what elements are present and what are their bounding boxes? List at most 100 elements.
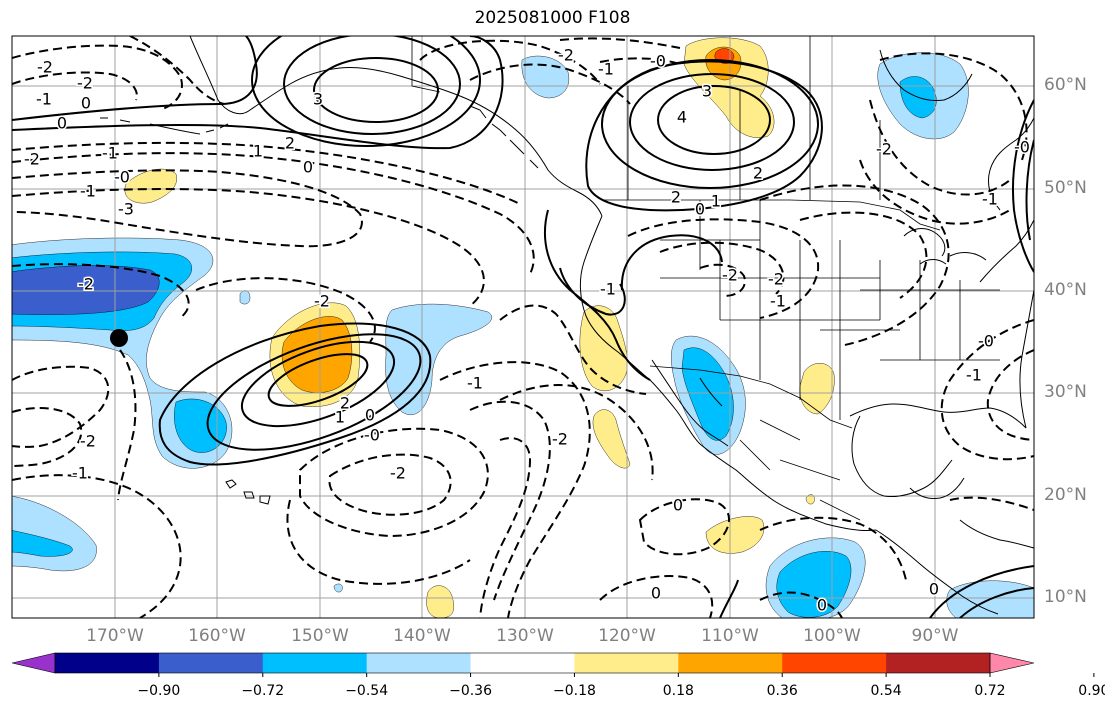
map-frame [11,35,1035,619]
colorbar-tick-label: −0.54 [345,683,389,699]
contour-label: -2 [78,275,94,294]
colorbar-segment [366,653,472,673]
contour-pos-central-3 [267,353,369,407]
contour-pos-alaska-0 [12,36,504,150]
contour-neg-gulf-1 [12,169,363,248]
contour-label: -0 [978,332,994,351]
contour-label: -2 [876,140,892,159]
contour-neg-plains-1 [759,184,950,347]
border-us-mexico [649,365,853,429]
shade-neg-mid-hawaii [174,398,227,453]
contour-label: 0 [81,94,91,113]
contour-neg-central-2 [12,365,110,448]
contour-neg-rockies-1 [627,218,820,319]
negative-contours [12,36,1034,618]
coast-great-lakes [903,228,987,265]
contour-pos-central-1 [206,333,422,451]
longitude-label: 100°W [803,626,861,646]
longitude-label: 140°W [393,626,451,646]
contour-neg-mid-1 [499,384,654,481]
longitude-label: 170°W [86,626,144,646]
contour-label: 0 [817,596,827,615]
shade-pos-light-south [426,585,454,618]
map-title: 2025081000 F108 [474,8,631,28]
contour-neg-hawaii-3 [286,499,471,585]
contour-neg-coast [499,304,647,395]
contour-neg-east-4 [940,319,1034,461]
negative-shading [12,52,1034,618]
contour-label: -1 [966,366,982,385]
markers [110,329,128,347]
contour-neg-se-1 [439,361,591,618]
contour-neg-south-1 [599,575,714,618]
longitude-label: 110°W [701,626,759,646]
border-states [660,200,1000,420]
contour-label: 3 [313,90,323,109]
contour-neg-east-3 [859,159,1011,225]
latitude-label: 50°N [1044,178,1087,198]
colorbar-tick-label: 0.36 [766,683,798,699]
contour-neg-central-3 [12,407,83,467]
contour-neg-central-5 [117,349,137,501]
colorbar-segment [574,653,679,673]
colorbar-extend-low [11,652,56,674]
contour-pos-alaska-3 [313,57,439,123]
shade-pos-light-small [805,494,815,505]
longitude-label: 160°W [188,626,246,646]
contour-neg-mexico [638,498,730,556]
contour-label: -2 [77,74,93,93]
latitude-label: 10°N [1044,587,1087,607]
coast-east-us [979,219,1034,429]
colorbar-tick-label: −0.18 [552,683,596,699]
colorbar-tick-label: 0.90 [1078,683,1105,699]
contour-label: -2 [558,46,574,65]
contour-label: 2 [285,134,295,153]
contour-label: 0 [695,200,705,219]
contour-neg-central-4 [12,474,182,618]
contour-pos-north-4 [657,85,771,155]
contour-label: -2 [24,150,40,169]
latitude-label: 60°N [1044,75,1087,95]
contour-label: -1 [80,182,96,201]
contour-label: -0 [114,168,130,187]
contour-pos-nevada [620,234,723,291]
latitude-label: 20°N [1044,485,1087,505]
colorbar-tick-label: 0.18 [662,683,694,699]
contour-neg-east-5 [986,349,1034,441]
contour-label: -1 [36,90,52,109]
colorbar-segment [886,653,991,673]
contour-neg-caribbean [949,496,1034,511]
contour-neg-west-1 [12,263,190,319]
contour-neg-north-3 [559,37,681,65]
positive-contours [12,36,1034,618]
shade-neg-dark-west [12,265,160,315]
contour-neg-south-2 [759,516,907,581]
contour-neg-east-2 [869,99,1011,196]
colorbar-tick-label: −0.72 [241,683,285,699]
contour-label: -1 [598,60,614,79]
contour-label: -1 [102,144,118,163]
contour-label: -0 [650,52,666,71]
contour-label: 0 [929,580,939,599]
colorbar-segment [678,653,783,673]
coast-baja [651,359,729,447]
shade-pos-mid-central [281,316,353,393]
contour-pos-central-0 [158,322,432,466]
colorbar [11,652,1095,677]
contour-label: -2 [314,292,330,311]
border-canada-provinces [627,36,881,200]
contour-label: 0 [303,158,313,177]
contour-neg-se-2 [469,400,551,601]
longitude-label: 130°W [496,626,554,646]
political-borders [411,36,1000,521]
coast-gulf-mexico [849,403,1027,497]
contour-pos-alaska-1 [251,36,481,147]
contour-neg-gulf-2 [12,188,485,307]
contour-label: 2 [671,188,681,207]
colorbar-segment [782,653,887,673]
longitude-label: 90°W [911,626,959,646]
contour-label: -1 [72,464,88,483]
contour-label: 0 [365,406,375,425]
